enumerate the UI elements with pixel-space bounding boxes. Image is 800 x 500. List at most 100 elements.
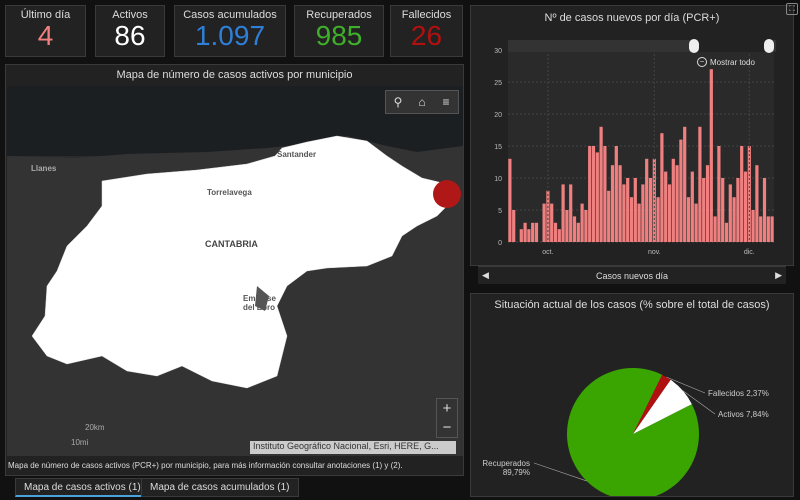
pie-slice-recuperados[interactable] [567, 368, 699, 496]
range-handle-left[interactable] [689, 39, 699, 53]
bar[interactable] [736, 178, 740, 242]
bar[interactable] [755, 165, 759, 242]
bar[interactable] [641, 184, 645, 242]
chevron-right-icon[interactable]: ▶ [775, 270, 782, 280]
bar[interactable] [603, 146, 607, 242]
bar[interactable] [550, 203, 554, 242]
bar[interactable] [599, 126, 603, 242]
bar-chart: 0 5 10 15 20 25 30 oct. nov. dic. [494, 48, 774, 256]
bar[interactable] [569, 184, 573, 242]
bar[interactable] [705, 165, 710, 242]
bar[interactable] [629, 197, 634, 242]
bar[interactable] [660, 133, 664, 242]
bar[interactable] [546, 190, 550, 242]
bar[interactable] [675, 165, 679, 242]
bar[interactable] [656, 197, 660, 242]
bar[interactable] [721, 178, 725, 242]
bar[interactable] [633, 178, 637, 242]
bar[interactable] [648, 178, 653, 242]
bar[interactable] [645, 158, 649, 242]
bar-chart-xlabel: Casos nuevos día [595, 270, 669, 281]
stat-label: Último día [20, 9, 71, 21]
stat-label: Activos [112, 9, 148, 21]
bar[interactable] [519, 229, 523, 242]
pie-slice-fallecidos[interactable] [633, 374, 671, 434]
bar[interactable] [618, 165, 622, 242]
bar[interactable] [576, 222, 580, 242]
stat-card-deceased: Fallecidos 26 [390, 5, 463, 57]
active-cases-marker[interactable] [433, 180, 461, 208]
bar[interactable] [610, 165, 615, 242]
bar[interactable] [557, 229, 561, 242]
bar[interactable] [523, 222, 527, 242]
bar[interactable] [690, 171, 694, 242]
bar[interactable] [667, 184, 672, 242]
home-icon[interactable]: ⌂ [418, 95, 426, 109]
bar[interactable] [542, 203, 546, 242]
bar[interactable] [626, 178, 630, 242]
tab-cumulative-cases-map[interactable]: Mapa de casos acumulados (1) [141, 478, 299, 497]
bar[interactable] [580, 203, 584, 242]
bar[interactable] [572, 216, 577, 242]
pie-slice-activos[interactable] [633, 379, 692, 434]
bar[interactable] [732, 197, 736, 242]
bar[interactable] [713, 216, 717, 242]
stat-card-active: Activos 86 [95, 5, 165, 57]
chevron-left-icon[interactable]: ◀ [482, 270, 489, 280]
bar[interactable] [637, 203, 641, 242]
range-slider[interactable] [508, 39, 776, 53]
bar[interactable] [591, 146, 596, 242]
bar[interactable] [702, 178, 706, 242]
pie-label-line: Fallecidos 2,37% [708, 389, 769, 398]
pie-label: Recuperados 89,79% [482, 459, 530, 477]
map-canvas[interactable] [7, 86, 463, 456]
bar[interactable] [694, 203, 698, 242]
bar[interactable] [679, 139, 683, 242]
zoom-out-button[interactable]: − [442, 419, 452, 436]
bar[interactable] [584, 210, 588, 242]
bar[interactable] [740, 146, 744, 242]
pie-leader-line [682, 390, 716, 415]
search-icon[interactable]: ⚲ [393, 95, 403, 109]
bar[interactable] [588, 146, 592, 242]
bar[interactable] [531, 222, 535, 242]
bar[interactable] [671, 158, 675, 242]
bar[interactable] [553, 222, 558, 242]
bar[interactable] [595, 152, 599, 242]
fullscreen-icon[interactable]: ⛶ [786, 3, 798, 15]
bar[interactable] [686, 197, 691, 242]
place-label-llanes: Llanes [31, 164, 57, 173]
zoom-in-button[interactable]: + [442, 400, 452, 417]
bar[interactable] [527, 229, 531, 242]
bar[interactable] [743, 171, 748, 242]
bar[interactable] [683, 126, 687, 242]
show-all-button[interactable]: − Mostrar todo [697, 57, 755, 67]
bar[interactable] [770, 216, 774, 242]
bar[interactable] [762, 178, 767, 242]
bar[interactable] [724, 222, 729, 242]
bar[interactable] [614, 146, 618, 242]
bar[interactable] [652, 158, 656, 242]
bar[interactable] [728, 184, 732, 242]
bar[interactable] [664, 171, 668, 242]
stat-value: 4 [37, 20, 54, 51]
range-handle-right[interactable] [764, 39, 774, 53]
bar-chart-title: Nº de casos nuevos por día (PCR+) [544, 12, 720, 24]
legend-list-icon[interactable]: ≡ [442, 95, 450, 109]
tab-active-cases-map[interactable]: Mapa de casos activos (1) [15, 478, 150, 497]
bar[interactable] [717, 146, 721, 242]
bar[interactable] [622, 184, 626, 242]
bar[interactable] [512, 210, 516, 242]
bar[interactable] [709, 69, 713, 242]
map-view[interactable]: Llanes Santander Torrelavega CANTABRIA E… [7, 86, 463, 456]
bar[interactable] [561, 184, 565, 242]
bar[interactable] [766, 216, 770, 242]
bar[interactable] [698, 126, 702, 242]
bar[interactable] [759, 216, 763, 242]
bar[interactable] [534, 222, 539, 242]
stat-label: Fallecidos [401, 9, 452, 21]
bar[interactable] [607, 190, 611, 242]
bar[interactable] [508, 158, 512, 242]
bar[interactable] [565, 210, 569, 242]
bar[interactable] [751, 210, 755, 242]
